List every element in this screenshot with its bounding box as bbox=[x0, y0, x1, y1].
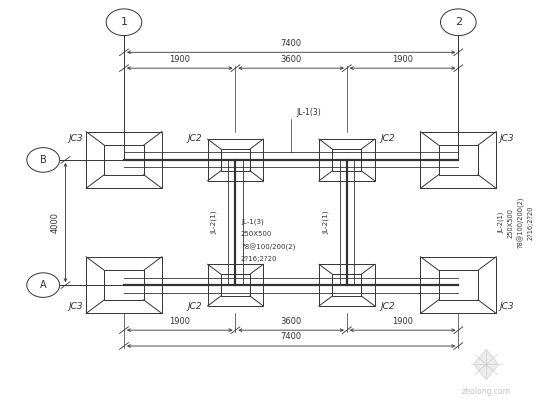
Text: 2?16;2?20: 2?16;2?20 bbox=[241, 256, 278, 262]
Text: JL-1(3): JL-1(3) bbox=[297, 108, 321, 117]
Text: 1: 1 bbox=[120, 17, 128, 27]
Text: JC2: JC2 bbox=[188, 134, 202, 143]
Text: 1900: 1900 bbox=[169, 317, 190, 326]
Text: B: B bbox=[40, 155, 46, 165]
Text: JL-2(1): JL-2(1) bbox=[323, 211, 329, 234]
Text: 2?16;2?20: 2?16;2?20 bbox=[528, 205, 534, 240]
Text: JC3: JC3 bbox=[499, 302, 514, 311]
Text: A: A bbox=[40, 280, 46, 290]
Text: JC3: JC3 bbox=[69, 302, 83, 311]
Text: JL-2(1): JL-2(1) bbox=[211, 211, 217, 234]
Text: ?8@100/200(2): ?8@100/200(2) bbox=[241, 243, 295, 251]
Text: JC3: JC3 bbox=[69, 134, 83, 143]
Text: 7400: 7400 bbox=[281, 332, 302, 341]
Text: 3600: 3600 bbox=[281, 317, 302, 326]
Circle shape bbox=[106, 9, 142, 36]
Text: 4000: 4000 bbox=[50, 212, 59, 233]
Text: 250X500: 250X500 bbox=[508, 207, 514, 238]
Text: 1900: 1900 bbox=[169, 55, 190, 63]
Text: ?8@100/200(2): ?8@100/200(2) bbox=[517, 197, 524, 248]
Text: JC2: JC2 bbox=[380, 302, 395, 311]
Circle shape bbox=[27, 148, 59, 172]
Text: 1900: 1900 bbox=[392, 55, 413, 63]
Text: 2: 2 bbox=[455, 17, 462, 27]
Text: 7400: 7400 bbox=[281, 39, 302, 48]
Circle shape bbox=[27, 273, 59, 297]
Text: 1900: 1900 bbox=[392, 317, 413, 326]
Text: zhulong.com: zhulong.com bbox=[461, 387, 511, 396]
Text: 3600: 3600 bbox=[281, 55, 302, 63]
Text: JC2: JC2 bbox=[380, 134, 395, 143]
Text: JL-1(3): JL-1(3) bbox=[241, 218, 264, 225]
Circle shape bbox=[441, 9, 476, 36]
Text: JC3: JC3 bbox=[499, 134, 514, 143]
Text: JC2: JC2 bbox=[188, 302, 202, 311]
Text: 250X500: 250X500 bbox=[241, 231, 272, 237]
Polygon shape bbox=[474, 349, 498, 380]
Text: JL-2(1): JL-2(1) bbox=[497, 212, 504, 233]
